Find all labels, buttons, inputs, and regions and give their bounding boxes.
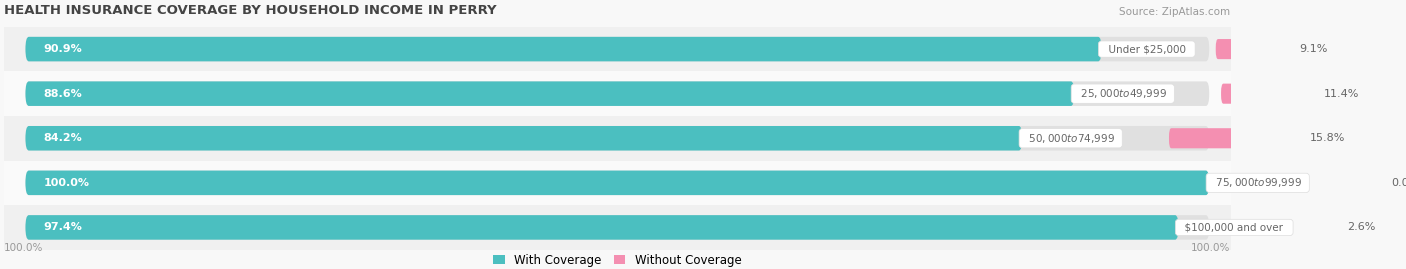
- FancyBboxPatch shape: [25, 37, 1101, 61]
- Bar: [4, 71, 1230, 116]
- Text: Source: ZipAtlas.com: Source: ZipAtlas.com: [1119, 6, 1230, 17]
- FancyBboxPatch shape: [1355, 177, 1385, 189]
- FancyBboxPatch shape: [25, 82, 1209, 106]
- FancyBboxPatch shape: [25, 82, 1074, 106]
- Text: 100.0%: 100.0%: [44, 178, 89, 188]
- Text: 97.4%: 97.4%: [44, 222, 82, 232]
- Bar: [4, 27, 1230, 71]
- Text: 0.0%: 0.0%: [1392, 178, 1406, 188]
- Text: $75,000 to $99,999: $75,000 to $99,999: [1209, 176, 1306, 189]
- Text: 9.1%: 9.1%: [1299, 44, 1327, 54]
- FancyBboxPatch shape: [25, 126, 1022, 151]
- Text: 90.9%: 90.9%: [44, 44, 82, 54]
- Text: $25,000 to $49,999: $25,000 to $49,999: [1074, 87, 1171, 100]
- Text: $100,000 and over: $100,000 and over: [1178, 222, 1289, 232]
- Text: 11.4%: 11.4%: [1324, 89, 1360, 99]
- FancyBboxPatch shape: [25, 215, 1178, 240]
- Legend: With Coverage, Without Coverage: With Coverage, Without Coverage: [494, 254, 741, 267]
- Bar: [4, 161, 1230, 205]
- FancyBboxPatch shape: [25, 126, 1209, 151]
- Text: 100.0%: 100.0%: [4, 243, 44, 253]
- FancyBboxPatch shape: [1319, 217, 1341, 238]
- FancyBboxPatch shape: [25, 37, 1209, 61]
- Bar: [4, 205, 1230, 250]
- Text: $50,000 to $74,999: $50,000 to $74,999: [1022, 132, 1119, 145]
- Text: 15.8%: 15.8%: [1309, 133, 1346, 143]
- Text: 100.0%: 100.0%: [1191, 243, 1230, 253]
- Bar: [4, 116, 1230, 161]
- FancyBboxPatch shape: [25, 171, 1209, 195]
- Text: HEALTH INSURANCE COVERAGE BY HOUSEHOLD INCOME IN PERRY: HEALTH INSURANCE COVERAGE BY HOUSEHOLD I…: [4, 3, 496, 17]
- Text: 84.2%: 84.2%: [44, 133, 82, 143]
- FancyBboxPatch shape: [1220, 84, 1319, 104]
- FancyBboxPatch shape: [25, 171, 1209, 195]
- FancyBboxPatch shape: [1216, 39, 1294, 59]
- FancyBboxPatch shape: [1168, 128, 1303, 148]
- Text: Under $25,000: Under $25,000: [1101, 44, 1192, 54]
- Text: 88.6%: 88.6%: [44, 89, 82, 99]
- FancyBboxPatch shape: [25, 215, 1209, 240]
- Text: 2.6%: 2.6%: [1347, 222, 1375, 232]
